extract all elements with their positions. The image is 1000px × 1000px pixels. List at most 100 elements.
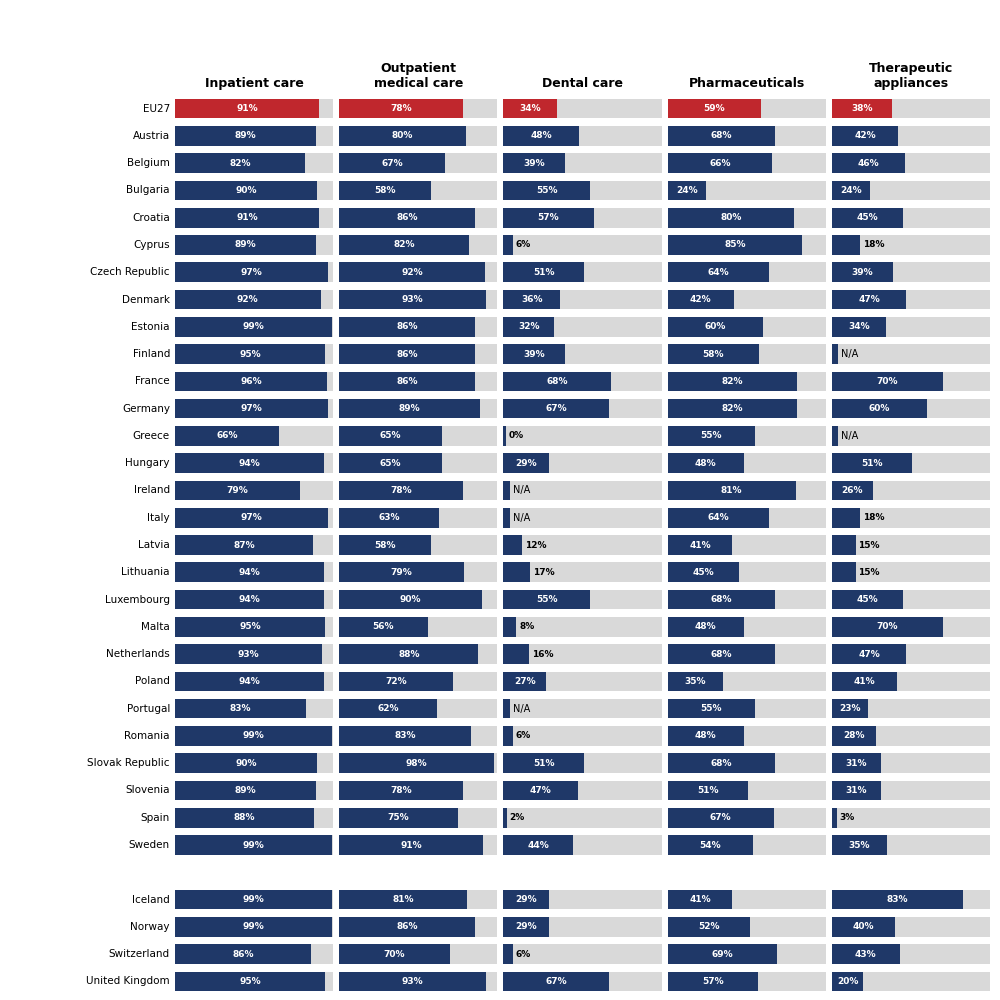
- Bar: [503, 535, 662, 555]
- Text: Norway: Norway: [130, 922, 170, 932]
- Bar: [668, 126, 775, 146]
- Text: 3%: 3%: [840, 813, 855, 822]
- Bar: [339, 290, 486, 309]
- Bar: [668, 590, 826, 609]
- Text: 65%: 65%: [380, 459, 401, 468]
- Text: 32%: 32%: [518, 322, 539, 331]
- Text: 63%: 63%: [378, 513, 400, 522]
- Bar: [339, 508, 439, 528]
- Bar: [339, 835, 483, 855]
- Bar: [339, 317, 497, 337]
- Text: United Kingdom: United Kingdom: [86, 976, 170, 986]
- Bar: [503, 617, 662, 637]
- Text: 80%: 80%: [720, 213, 742, 222]
- Bar: [175, 153, 305, 173]
- Bar: [832, 726, 990, 746]
- Bar: [339, 590, 482, 609]
- Bar: [175, 235, 333, 255]
- Text: Hungary: Hungary: [125, 458, 170, 468]
- Text: Czech Republic: Czech Republic: [90, 267, 170, 277]
- Bar: [339, 453, 497, 473]
- Text: 86%: 86%: [396, 322, 418, 331]
- Bar: [175, 644, 322, 664]
- Text: 68%: 68%: [711, 759, 732, 768]
- Text: 38%: 38%: [851, 104, 873, 113]
- Text: 86%: 86%: [396, 377, 418, 386]
- Text: Pharmaceuticals: Pharmaceuticals: [689, 77, 805, 90]
- Bar: [175, 262, 328, 282]
- Bar: [668, 859, 826, 886]
- Bar: [503, 781, 578, 800]
- Bar: [175, 781, 316, 800]
- Text: Denmark: Denmark: [122, 295, 170, 305]
- Bar: [503, 181, 662, 200]
- Bar: [503, 262, 584, 282]
- Bar: [503, 508, 510, 528]
- Bar: [503, 126, 579, 146]
- Text: 35%: 35%: [849, 840, 870, 850]
- Text: 80%: 80%: [392, 131, 413, 140]
- Bar: [503, 699, 510, 718]
- Text: 66%: 66%: [216, 431, 238, 440]
- Bar: [832, 426, 838, 446]
- Bar: [668, 126, 826, 146]
- Bar: [832, 699, 990, 718]
- Bar: [832, 781, 881, 800]
- Text: 17%: 17%: [533, 568, 555, 577]
- Bar: [832, 344, 990, 364]
- Text: 91%: 91%: [236, 104, 258, 113]
- Bar: [503, 808, 662, 828]
- Text: 91%: 91%: [236, 213, 258, 222]
- Bar: [832, 808, 837, 828]
- Text: 64%: 64%: [707, 513, 729, 522]
- Text: 18%: 18%: [863, 240, 885, 249]
- Bar: [668, 508, 769, 528]
- Bar: [668, 726, 826, 746]
- Bar: [339, 972, 497, 991]
- Bar: [175, 808, 314, 828]
- Text: 24%: 24%: [676, 186, 697, 195]
- Bar: [503, 562, 530, 582]
- Bar: [175, 644, 333, 664]
- Bar: [175, 508, 328, 528]
- Bar: [503, 972, 609, 991]
- Bar: [832, 372, 943, 391]
- Text: 97%: 97%: [241, 268, 263, 277]
- Bar: [175, 835, 332, 855]
- Text: 48%: 48%: [695, 622, 716, 631]
- Text: 82%: 82%: [229, 159, 251, 168]
- Text: 87%: 87%: [233, 540, 255, 550]
- Text: 99%: 99%: [242, 895, 264, 904]
- Text: Spain: Spain: [141, 813, 170, 823]
- Text: 89%: 89%: [235, 240, 256, 249]
- Bar: [832, 181, 870, 200]
- Bar: [503, 944, 662, 964]
- Bar: [503, 399, 609, 418]
- Bar: [668, 944, 777, 964]
- Text: Estonia: Estonia: [131, 322, 170, 332]
- Text: 48%: 48%: [695, 731, 716, 740]
- Bar: [175, 890, 333, 909]
- Bar: [339, 699, 437, 718]
- Bar: [668, 99, 826, 118]
- Text: 70%: 70%: [876, 377, 898, 386]
- Text: Austria: Austria: [133, 131, 170, 141]
- Text: 57%: 57%: [538, 213, 559, 222]
- Text: 47%: 47%: [530, 786, 551, 795]
- Text: 20%: 20%: [837, 977, 858, 986]
- Bar: [339, 344, 497, 364]
- Bar: [668, 235, 826, 255]
- Bar: [832, 835, 887, 855]
- Text: 72%: 72%: [385, 677, 407, 686]
- Bar: [832, 481, 990, 500]
- Text: Poland: Poland: [135, 676, 170, 686]
- Text: Sweden: Sweden: [129, 840, 170, 850]
- Bar: [503, 835, 573, 855]
- Bar: [339, 99, 497, 118]
- Text: 58%: 58%: [374, 186, 396, 195]
- Bar: [339, 808, 497, 828]
- Bar: [503, 781, 662, 800]
- Bar: [668, 481, 796, 500]
- Bar: [339, 944, 450, 964]
- Bar: [832, 699, 868, 718]
